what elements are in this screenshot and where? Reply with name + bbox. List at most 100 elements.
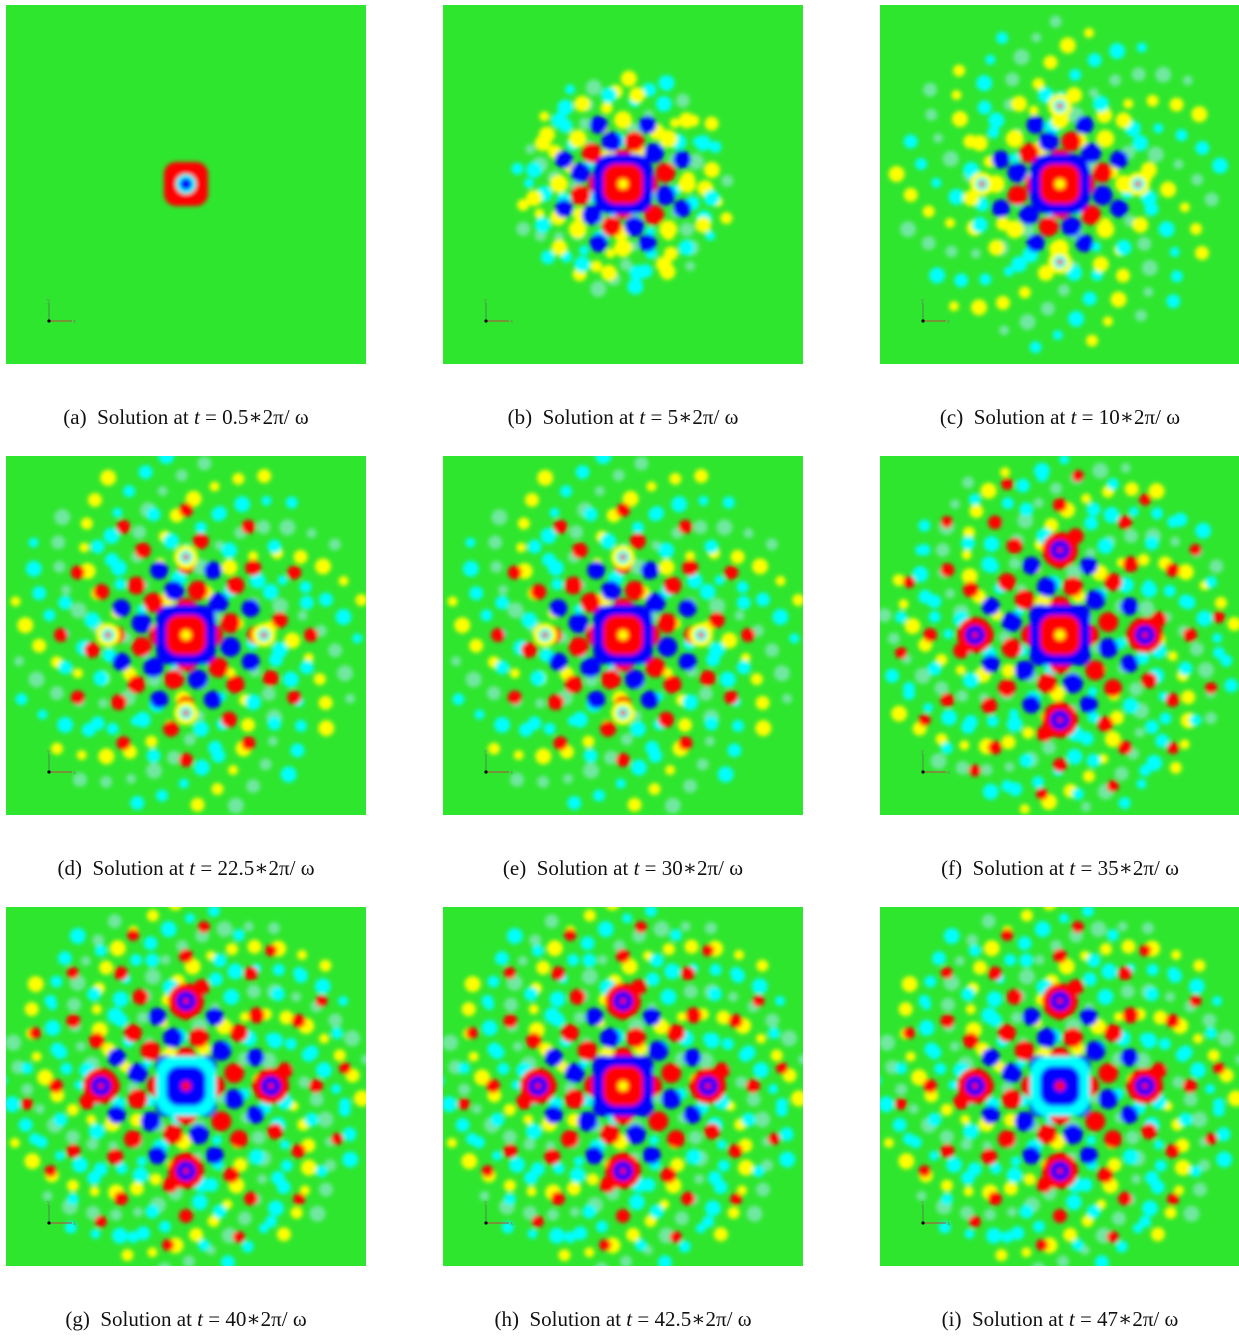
- speckle: [21, 1083, 34, 1096]
- speckle: [257, 469, 272, 484]
- speckle: [1218, 1030, 1235, 1047]
- speckle: [948, 1079, 959, 1090]
- caption-time-variable: t: [1069, 856, 1076, 880]
- axis-y-label: y: [47, 1200, 50, 1206]
- speckle: [539, 111, 550, 122]
- speckle: [34, 1103, 45, 1114]
- caption-text: Solution at: [972, 1307, 1064, 1331]
- caption-factor: 2π/ ω: [262, 405, 309, 429]
- speckle: [1031, 776, 1044, 789]
- speckle: [1033, 497, 1044, 508]
- subfigure-e: y x (e) Solution at t = 30∗2π/ ω: [443, 456, 803, 880]
- lobe: [752, 1165, 765, 1178]
- lobe: [44, 994, 57, 1007]
- lobe: [143, 592, 164, 613]
- speckle: [474, 1069, 491, 1086]
- lobe: [224, 1063, 245, 1084]
- speckle: [526, 1186, 537, 1197]
- speckle: [1116, 268, 1131, 283]
- lobe: [1071, 787, 1084, 800]
- speckle: [451, 656, 462, 667]
- simulation-field-image: yx: [443, 5, 803, 364]
- speckle: [1134, 727, 1145, 738]
- lobe: [521, 612, 538, 629]
- speckle: [751, 624, 764, 637]
- lobe: [84, 612, 101, 629]
- lobe: [1205, 576, 1218, 589]
- speckle: [627, 278, 644, 295]
- lobe: [895, 1062, 908, 1075]
- lobe: [491, 628, 505, 642]
- speckle: [622, 490, 639, 507]
- speckle: [573, 1011, 586, 1024]
- speckle: [1004, 761, 1015, 772]
- secondary-dot: [620, 554, 626, 560]
- lobe: [66, 1144, 81, 1158]
- lobe: [507, 565, 522, 580]
- lobe: [293, 1193, 306, 1206]
- speckle: [1056, 1255, 1069, 1266]
- speckle: [145, 735, 158, 748]
- caption-operator: ∗: [691, 1307, 706, 1331]
- lobe: [638, 115, 657, 134]
- lobe: [148, 1146, 167, 1165]
- speckle: [1065, 1194, 1082, 1211]
- speckle: [193, 759, 210, 776]
- lobe: [224, 1088, 245, 1109]
- lobe: [997, 679, 1016, 698]
- speckle: [1183, 1205, 1200, 1222]
- speckle: [975, 197, 990, 212]
- axes-triad: yx: [47, 749, 76, 776]
- lobe: [503, 1014, 518, 1028]
- lobe: [1037, 1124, 1058, 1145]
- caption-label: (d): [57, 856, 82, 880]
- speckle: [465, 537, 476, 548]
- speckle: [1107, 1157, 1122, 1172]
- lobe: [624, 216, 645, 237]
- speckle: [548, 1227, 565, 1244]
- caption-equals: =: [645, 405, 668, 429]
- lobe: [1079, 1007, 1098, 1026]
- speckle: [1135, 309, 1148, 322]
- lobe: [981, 1007, 998, 1024]
- speckle: [319, 959, 332, 972]
- speckle: [960, 1205, 975, 1220]
- speckle: [1235, 1054, 1239, 1065]
- speckle: [995, 1249, 1008, 1262]
- caption-text: Solution at: [972, 856, 1065, 880]
- speckle: [228, 765, 239, 776]
- lobe: [927, 594, 942, 609]
- speckle: [940, 1103, 953, 1116]
- lobe: [741, 1112, 756, 1127]
- speckle: [768, 1083, 779, 1094]
- lobe: [547, 559, 564, 576]
- lobe: [1011, 95, 1028, 112]
- speckle: [1004, 954, 1017, 967]
- speckle: [57, 951, 72, 966]
- caption-factor: 2π/ ω: [697, 856, 744, 880]
- lobe: [127, 928, 140, 941]
- speckle: [297, 949, 308, 960]
- speckle: [1141, 1200, 1158, 1217]
- speckle: [183, 733, 196, 746]
- lobe: [728, 1014, 743, 1028]
- lobe: [1144, 987, 1159, 1002]
- speckle: [604, 750, 619, 765]
- speckle: [130, 954, 143, 967]
- speckle: [737, 1185, 748, 1196]
- lobe: [1141, 1032, 1158, 1049]
- speckle: [111, 1227, 128, 1244]
- lobe: [226, 675, 245, 694]
- lobe: [1062, 576, 1083, 597]
- speckle: [567, 954, 580, 967]
- speckle: [468, 1051, 479, 1062]
- speckle: [911, 1069, 928, 1086]
- lobe: [997, 1023, 1016, 1042]
- speckle: [934, 1062, 947, 1075]
- lobe: [655, 95, 672, 112]
- speckle: [698, 495, 709, 506]
- lobe: [267, 539, 282, 554]
- lobe: [730, 966, 743, 979]
- speckle: [642, 82, 657, 97]
- lobe: [1019, 1204, 1034, 1219]
